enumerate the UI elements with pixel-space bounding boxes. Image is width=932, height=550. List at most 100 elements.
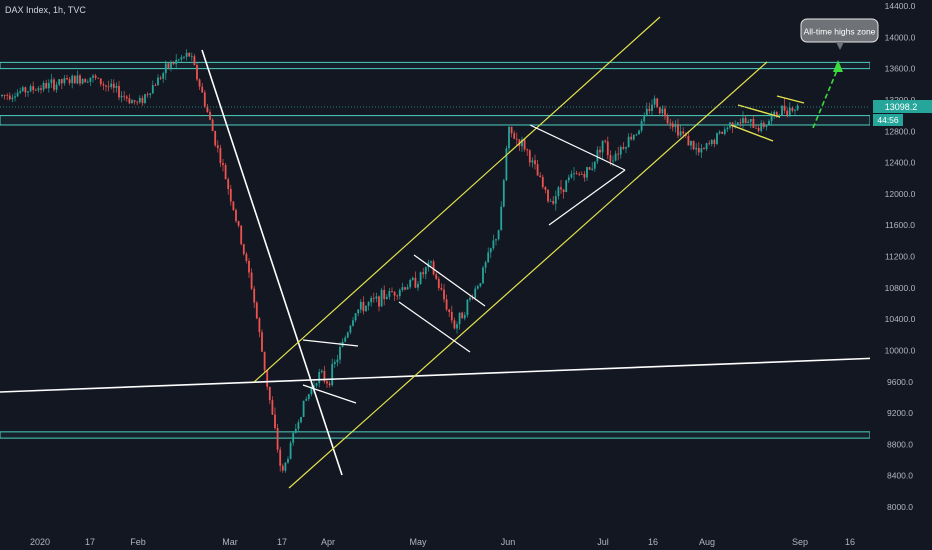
all-time-highs-callout[interactable]: All-time highs zone [800, 18, 879, 50]
candle-body [606, 141, 609, 156]
breakout-arrow-line[interactable] [812, 67, 839, 129]
candle-body [700, 148, 703, 153]
countdown-value: 44:56 [877, 115, 899, 125]
candle-body [614, 153, 617, 161]
candle-body [739, 122, 742, 124]
candle-body [313, 385, 315, 388]
drawings [0, 16, 932, 489]
wedge-top-line[interactable] [413, 254, 486, 307]
candle-body [354, 313, 357, 321]
candle-body [263, 351, 266, 371]
time-axis-background [0, 530, 932, 550]
candle-body [164, 63, 167, 74]
candle-body [300, 416, 302, 423]
candle-body [214, 131, 217, 146]
candle-body [752, 119, 755, 128]
support-resistance-zone[interactable] [0, 115, 871, 126]
candle-body [55, 84, 58, 90]
candle-body [84, 79, 87, 83]
candle-body [565, 180, 568, 193]
candle-body [261, 332, 263, 352]
long-support-line[interactable] [0, 355, 932, 393]
candle-body [591, 168, 594, 170]
candle-body [105, 85, 107, 87]
candle-body [29, 86, 32, 92]
pennant-top-line[interactable] [302, 339, 359, 347]
candle-body [305, 399, 308, 401]
candle-body [315, 383, 318, 386]
y-tick-label: 12400.0 [885, 158, 916, 168]
candle-body [183, 56, 185, 58]
candle-body [414, 277, 417, 288]
candle-body [531, 160, 534, 163]
candle-body [60, 79, 63, 84]
candle-body [495, 239, 497, 241]
candle-body [110, 83, 113, 88]
candle-body [245, 254, 248, 261]
channel-upper-line[interactable] [253, 16, 661, 383]
candle-body [362, 301, 365, 312]
support-resistance-zone[interactable] [0, 431, 871, 439]
candle-body [567, 177, 570, 181]
candle-body [227, 179, 230, 189]
candle-body [411, 277, 414, 280]
candle-body [8, 95, 11, 100]
candle-body [94, 75, 97, 78]
flag1-bottom-line[interactable] [730, 124, 774, 142]
y-tick-label: 11600.0 [885, 220, 915, 230]
candle-body [219, 148, 222, 164]
candle-body [666, 116, 669, 124]
candle-body [755, 127, 757, 129]
candle-body [170, 62, 172, 68]
candle-body [419, 272, 422, 284]
flag2-top-line[interactable] [776, 95, 805, 104]
candle-body [281, 465, 284, 471]
x-tick-label: 2020 [30, 537, 50, 547]
candle-body [310, 387, 313, 395]
candle-body [388, 291, 391, 297]
candle-body [196, 64, 198, 80]
candle-body [167, 63, 170, 68]
candle-body [703, 148, 705, 150]
channel-lower-line[interactable] [288, 61, 768, 489]
candle-body [248, 260, 250, 273]
candle-body [437, 278, 440, 288]
candle-body [510, 126, 513, 134]
candle-body [222, 163, 224, 166]
candle-body [664, 108, 666, 117]
candle-body [747, 121, 750, 123]
descending-trendline[interactable] [201, 49, 343, 476]
candle-body [73, 75, 76, 84]
candle-body [292, 432, 295, 443]
candle-body [53, 79, 55, 90]
candle-body [640, 121, 643, 131]
candle-body [726, 127, 729, 130]
candle-body [274, 414, 276, 429]
candle-body [580, 173, 583, 175]
candle-body [456, 324, 458, 329]
candle-body [484, 262, 487, 268]
triangle-bottom-line[interactable] [548, 169, 626, 226]
price-axis[interactable]: 14400.0 14000.0 13600.0 13200.0 12800.0 12400… [870, 0, 932, 530]
price-tag-value: 13098.2 [885, 102, 918, 112]
support-resistance-zone[interactable] [0, 61, 871, 70]
wedge-bottom-line[interactable] [398, 301, 471, 353]
triangle-top-line[interactable] [529, 124, 626, 171]
candle-body [344, 337, 347, 342]
candle-body [588, 167, 591, 170]
candle-body [450, 311, 453, 321]
candle-body [66, 78, 68, 80]
pennant-bottom-line[interactable] [302, 384, 357, 404]
candle-body [398, 290, 401, 297]
candle-body [583, 174, 586, 178]
candle-body [162, 73, 165, 79]
candle-body [157, 77, 159, 86]
candle-body [339, 346, 341, 360]
candle-body [721, 131, 724, 134]
x-tick-label: Jun [501, 537, 516, 547]
time-axis[interactable]: 2020 17 Feb Mar 17 Apr May Jun Jul 16 Aug Sep 16 [0, 530, 932, 550]
candle-body [461, 312, 464, 319]
candle-body [326, 381, 328, 384]
candle-body [391, 291, 393, 292]
